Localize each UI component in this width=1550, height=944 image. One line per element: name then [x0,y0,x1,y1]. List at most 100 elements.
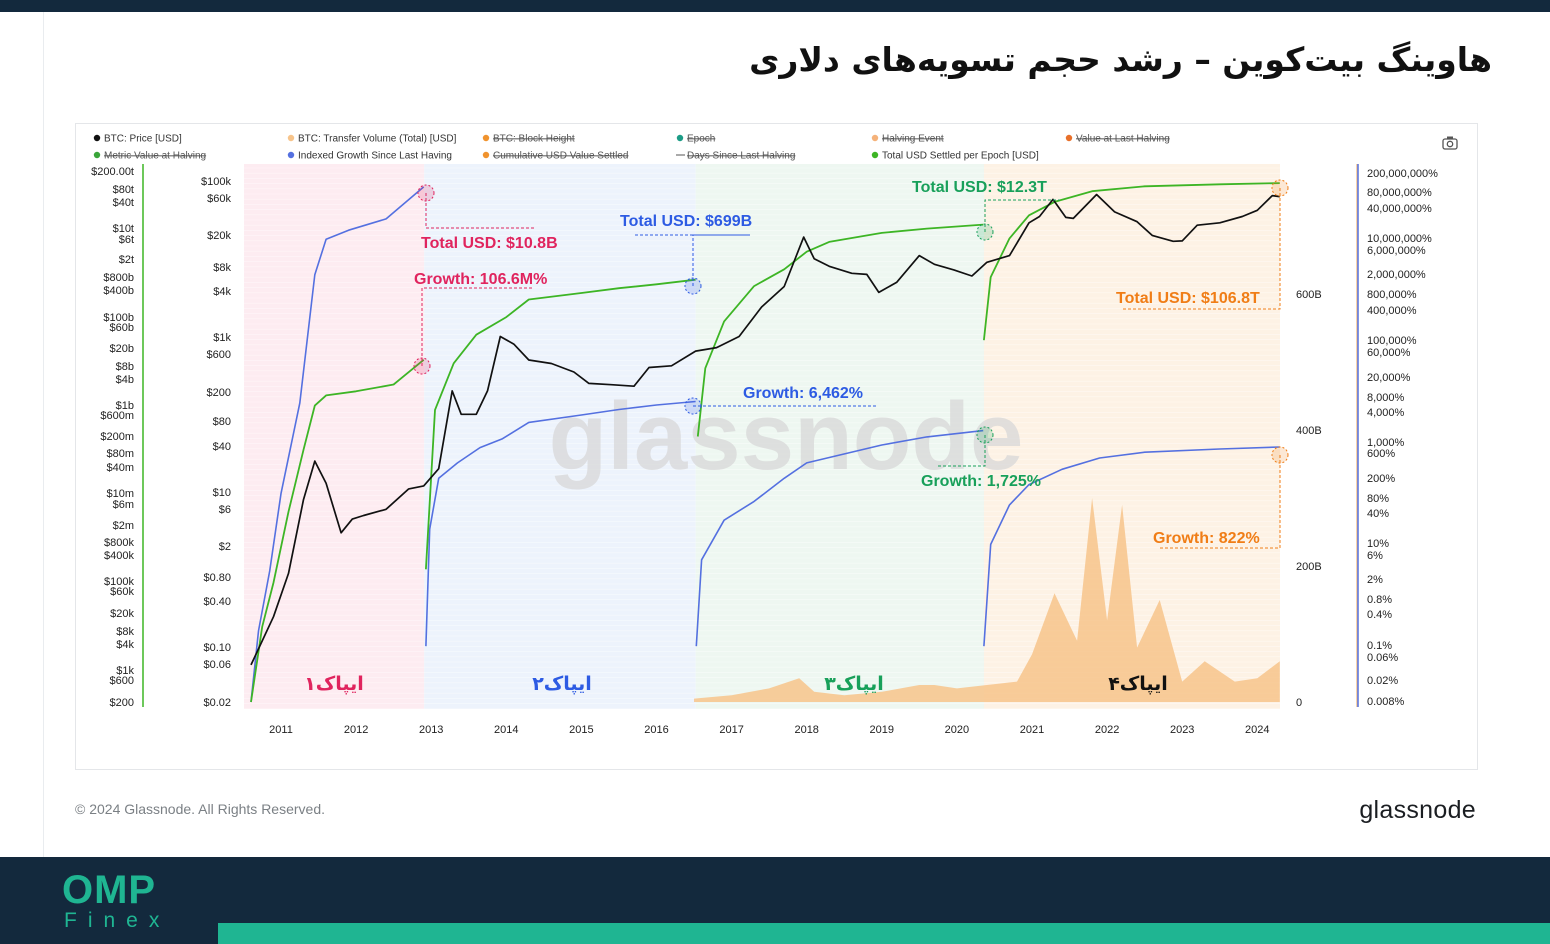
settled-axis-label: $200 [110,697,134,709]
annotation-label: Total USD: $699B [620,213,752,230]
growth-axis-label: 0.008% [1367,696,1405,708]
annotation-marker [1271,179,1289,197]
annotation-leader [421,287,532,366]
growth-axis-label: 400,000% [1367,305,1417,317]
copyright-notice: © 2024 Glassnode. All Rights Reserved. [75,801,326,817]
transfer-volume-area [694,498,1280,702]
epoch-band-1 [244,164,425,709]
legend-swatch [93,151,101,159]
price-axis-label: $0.02 [203,697,231,709]
legend-item: BTC: Block Height [493,134,575,145]
settled-axis-label: $40t [113,197,134,209]
footer-logo-omp: OMP [62,868,157,912]
price-axis-label: $0.80 [203,572,231,584]
settled-axis-label: $800b [103,272,134,284]
growth-axis-label: 0.1% [1367,640,1392,652]
legend-item: Halving Event [882,134,944,145]
annotation-marker [976,426,994,444]
settled-axis-label: $200.00t [91,166,134,178]
transfer-volume-series [694,498,1280,702]
x-tick-label: 2018 [794,724,818,736]
settled-axis-label: $6t [119,234,134,246]
annotation-label: Total USD: $12.3T [912,179,1047,196]
volume-axis-label: 400B [1296,425,1322,437]
price-axis-label: $80 [213,416,231,428]
legend-item: Metric Value at Halving [104,151,206,162]
growth-axis-label: 0.8% [1367,594,1392,606]
growth-axis-label: 100,000% [1367,335,1417,347]
volume-axis-label: 600B [1296,289,1322,301]
price-axis-label: $20k [207,230,231,242]
price-axis-label: $4k [213,286,231,298]
settled-axis-label: $2m [113,520,134,532]
settled-axis-label: $200m [100,431,134,443]
legend-item: Indexed Growth Since Last Having [298,151,452,162]
btc-price-line [250,193,1280,666]
legend-item: Cumulative USD Value Settled [493,151,628,162]
annotation-leader [425,193,536,229]
growth-axis-label: 1,000% [1367,437,1405,449]
growth-axis-label: 4,000% [1367,407,1405,419]
chart: glassnode ایپاک۱ ایپاک۲ ایپاک۳ ایپاک۴ Total … [91,134,1458,736]
legend-item: BTC: Transfer Volume (Total) [USD] [298,134,457,145]
settled-axis-label: $20b [110,343,134,355]
annotation-label: Growth: 822% [1153,530,1260,547]
annotation-marker [684,277,702,295]
settled-axis-label: $80m [106,448,134,460]
growth-axis-label: 6% [1367,550,1383,562]
legend-swatch [482,151,490,159]
annotations: ایپاک۱ ایپاک۲ ایپاک۳ ایپاک۴ Total USD: $10.8… [304,179,1289,695]
total-usd-settled-line [250,182,1280,703]
growth-axis-label: 60,000% [1367,347,1411,359]
settled-axis-label: $20k [110,608,134,620]
legend-item: Days Since Last Halving [687,151,795,162]
x-tick-label: 2013 [419,724,443,736]
annotation-leader [984,199,1060,232]
volume-axis-label: 200B [1296,561,1322,573]
price-axis-label: $100k [201,176,231,188]
watermark: glassnode [549,383,1024,490]
x-tick-label: 2011 [269,724,293,736]
settled-axis-label: $40m [106,462,134,474]
line-series [250,182,1280,703]
x-tick-label: 2022 [1095,724,1119,736]
x-tick-label: 2020 [945,724,969,736]
annotation-leader [1121,188,1281,310]
x-tick-label: 2014 [494,724,518,736]
page-title: هاوینگ بیت‌کوین – رشد حجم تسویه‌های دلار… [749,40,1492,79]
settled-axis-label: $8k [116,626,134,638]
price-axis-label: $600 [207,349,231,361]
annotation-marker [1271,446,1289,464]
growth-axis-label: 8,000% [1367,392,1405,404]
legend-swatch [482,134,490,142]
legend-swatch [1065,134,1073,142]
epoch-label-3: ایپاک۳ [824,673,884,695]
x-tick-label: 2021 [1020,724,1044,736]
growth-axis-label: 80,000,000% [1367,187,1432,199]
x-tick-label: 2016 [644,724,668,736]
price-axis-label: $0.40 [203,596,231,608]
settled-axis-label: $6m [113,499,134,511]
legend-swatch [93,134,101,142]
growth-axis-label: 40,000,000% [1367,203,1432,215]
epoch-label-1: ایپاک۱ [304,673,364,695]
annotation-marker [684,397,702,415]
legend-item: Epoch [687,134,715,145]
growth-axis-label: 40% [1367,508,1389,520]
settled-axis-label: $80t [113,184,134,196]
x-tick-label: 2019 [870,724,894,736]
epoch-label-4: ایپاک۴ [1108,673,1168,695]
annotation-marker [417,184,435,202]
x-tick-label: 2012 [344,724,368,736]
growth-axis-label: 200,000,000% [1367,168,1438,180]
settled-axis-label: $1k [116,665,134,677]
camera-icon[interactable] [1442,136,1458,150]
growth-axis-label: 10% [1367,538,1389,550]
settled-axis-label: $1b [116,400,134,412]
epoch-band-2 [424,164,696,709]
legend-swatch [676,134,684,142]
growth-axis-label: 2,000,000% [1367,269,1426,281]
annotation-label: Growth: 6,462% [743,385,863,402]
settled-axis-label: $600 [110,675,134,687]
growth-axis-label: 800,000% [1367,289,1417,301]
